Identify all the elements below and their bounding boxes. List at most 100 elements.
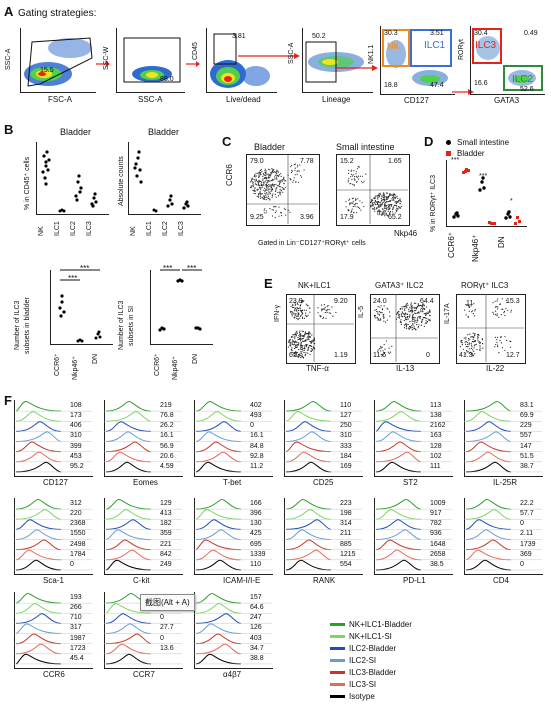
q-bottom-right: 12.7 (506, 352, 520, 359)
histogram-axis-label: Sca-1 (43, 576, 64, 585)
event-dot (280, 173, 282, 175)
event-dot (296, 173, 298, 176)
event-dot (408, 309, 410, 311)
legend-small-intestine: Small intestine (446, 138, 509, 147)
event-dot (317, 312, 319, 314)
event-dot (357, 165, 359, 167)
event-dot (494, 346, 496, 348)
histogram-curve (195, 559, 241, 571)
event-dot (496, 339, 498, 341)
event-dot (273, 186, 275, 188)
event-dot (464, 309, 466, 311)
event-dot (383, 198, 385, 200)
event-dot (472, 336, 474, 338)
histogram-curves (14, 401, 92, 473)
event-dot (348, 199, 350, 201)
event-dot (470, 336, 472, 338)
mfi-value: 129 (160, 500, 172, 507)
histogram-curve (105, 643, 151, 655)
gate-value: 88.0 (160, 76, 174, 83)
event-dot (310, 342, 312, 344)
mfi-value: 64.6 (250, 604, 264, 612)
event-dot (420, 307, 422, 309)
event-dot (322, 308, 324, 310)
event-dot (260, 169, 262, 171)
event-dot (297, 308, 299, 310)
event-dot (270, 171, 272, 173)
event-dot (468, 352, 470, 354)
event-dot (385, 340, 387, 342)
histogram-curve (15, 461, 61, 473)
event-dot (311, 340, 313, 342)
histogram-curve (105, 509, 151, 520)
histogram-curve (15, 509, 61, 520)
event-dot (352, 206, 354, 208)
y-axis-label: CD45 (192, 42, 199, 60)
event-dot (297, 170, 299, 172)
event-dot (267, 195, 269, 197)
event-dot (270, 190, 272, 192)
histogram-curve (105, 519, 151, 530)
histogram-axis-label: RANK (313, 576, 336, 585)
event-dot (378, 211, 380, 213)
event-dot (294, 302, 296, 304)
event-dot (410, 327, 412, 329)
event-dot (465, 336, 467, 338)
event-dot (468, 310, 470, 312)
event-dot (262, 178, 264, 180)
event-dot (268, 174, 270, 176)
event-dot (313, 347, 315, 349)
event-dot (256, 188, 258, 190)
event-dot (303, 169, 305, 171)
event-dot (496, 315, 498, 317)
event-dot (468, 306, 470, 308)
event-dot (379, 210, 381, 212)
event-dot (415, 312, 417, 315)
event-dot (461, 344, 463, 346)
event-dot (382, 209, 384, 211)
density-cloud-6 (472, 28, 543, 91)
event-dot (347, 181, 349, 183)
event-dot (409, 310, 411, 312)
event-dot (304, 345, 306, 347)
mfi-value: 126 (250, 624, 262, 632)
histogram-curve (375, 441, 421, 453)
mfi-value: 51.5 (520, 452, 534, 460)
event-dot (291, 313, 293, 315)
mfi-value: 1648 (430, 540, 446, 548)
event-dot (257, 183, 260, 185)
event-dot (409, 321, 411, 323)
event-dot (384, 203, 386, 205)
q-bottom-left: 41.3 (459, 352, 473, 359)
event-dot (355, 171, 357, 173)
y-axis-label: CCR6 (225, 164, 234, 186)
event-dot (363, 205, 365, 208)
event-dot (396, 195, 398, 197)
event-dot (468, 305, 470, 307)
event-dot (370, 206, 372, 208)
mfi-value: 250 (340, 422, 352, 430)
event-dot (382, 315, 384, 317)
mfi-value: 56.9 (160, 442, 174, 450)
event-dot (510, 311, 512, 313)
histogram-curve (15, 539, 61, 551)
event-dot (470, 342, 472, 344)
event-dot (291, 311, 293, 313)
mfi-value: 1009 (430, 500, 446, 507)
event-dot (268, 175, 270, 177)
histogram-curve (105, 559, 151, 571)
event-dot (422, 307, 424, 310)
gate-arrow-icon (96, 61, 110, 67)
legend-item-ilc2-bladder: ILC2-Bladder (330, 644, 396, 653)
x-axis-label: IL-13 (396, 364, 415, 373)
event-dot (259, 187, 261, 189)
event-dot (312, 346, 314, 348)
event-dot (283, 187, 285, 189)
legend-item-nk-bladder: NK+ILC1-Bladder (330, 620, 412, 629)
event-dot (371, 201, 373, 203)
event-dot (387, 210, 389, 212)
histogram-curve (465, 539, 511, 551)
event-dot (405, 316, 407, 318)
event-dot (377, 201, 379, 203)
histogram-curve (15, 401, 61, 412)
